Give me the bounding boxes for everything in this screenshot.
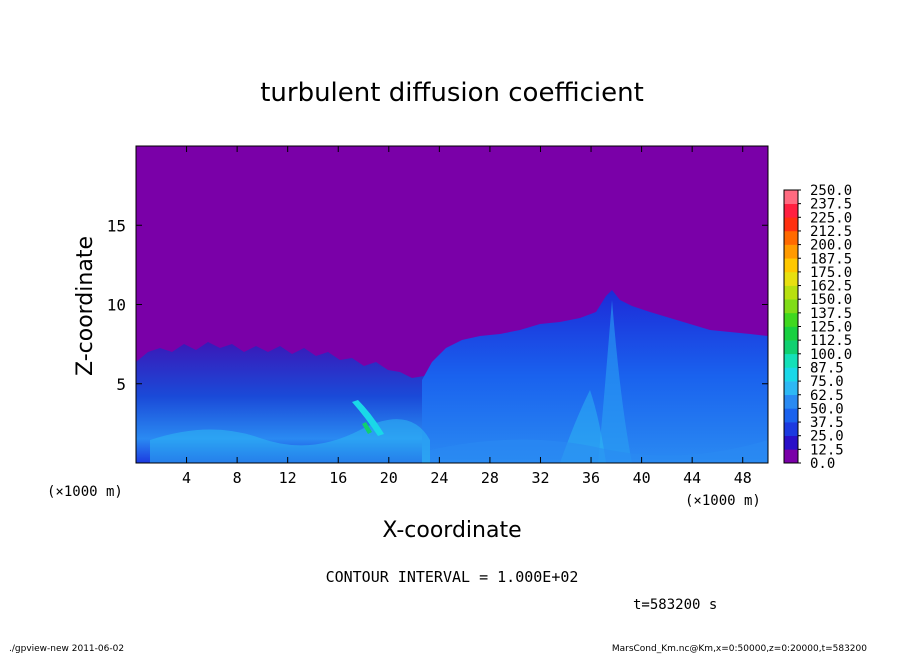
colorbar-label: 225.0 [810, 210, 852, 226]
colorbar-label: 37.5 [810, 415, 844, 431]
colorbar-swatch [784, 312, 798, 327]
high-value-streak [352, 400, 384, 436]
colorbar-swatch [784, 299, 798, 314]
x-tick-label: 36 [582, 469, 600, 487]
time-label: t=583200 s [633, 597, 717, 613]
x-tick-label: 20 [380, 469, 398, 487]
y-axis-label: Z-coordinate [73, 236, 98, 376]
colorbar-swatch [784, 449, 798, 464]
colorbar-swatch [784, 230, 798, 245]
colorbar-swatch [784, 408, 798, 423]
chart-title: turbulent diffusion coefficient [260, 78, 644, 108]
colorbar-swatch [784, 353, 798, 368]
x-tick-label: 48 [734, 469, 752, 487]
colorbar-swatch [784, 381, 798, 396]
colorbar-label: 187.5 [810, 251, 852, 267]
colorbar: 0.012.525.037.550.062.575.087.5100.0112.… [783, 183, 852, 472]
surface-band-right [430, 439, 768, 463]
colorbar-swatch [784, 244, 798, 259]
colorbar-swatch [784, 340, 798, 355]
x-tick-label: 40 [633, 469, 651, 487]
colorbar-label: 162.5 [810, 279, 852, 295]
y-ticks: 5 10 15 [107, 216, 768, 394]
x-tick-label: 16 [329, 469, 347, 487]
footer-right: MarsCond_Km.nc@Km,x=0:50000,z=0:20000,t=… [612, 644, 867, 654]
colorbar-label: 12.5 [810, 442, 844, 458]
y-unit-label: (×1000 m) [47, 484, 123, 500]
colorbar-swatch [784, 217, 798, 232]
colorbar-label: 100.0 [810, 347, 852, 363]
turbulent-field [136, 290, 768, 463]
colorbar-label: 112.5 [810, 333, 852, 349]
footer-left: ./gpview-new 2011-06-02 [9, 644, 124, 654]
x-tick-label: 4 [182, 469, 191, 487]
contour-interval: CONTOUR INTERVAL = 1.000E+02 [326, 568, 579, 586]
colorbar-label: 200.0 [810, 238, 852, 254]
plume-core [598, 300, 632, 463]
y-tick-label: 10 [107, 296, 126, 315]
colorbar-label: 237.5 [810, 197, 852, 213]
colorbar-label: 0.0 [810, 456, 835, 472]
x-tick-label: 44 [683, 469, 701, 487]
surface-band-left [150, 419, 430, 463]
colorbar-swatch [784, 367, 798, 382]
colorbar-swatch [784, 258, 798, 273]
colorbar-label: 175.0 [810, 265, 852, 281]
colorbar-label: 25.0 [810, 429, 844, 445]
y-tick-label: 5 [116, 375, 126, 394]
colorbar-swatch [784, 326, 798, 341]
colorbar-label: 250.0 [810, 183, 852, 199]
x-tick-label: 12 [279, 469, 297, 487]
colorbar-swatch [784, 435, 798, 450]
x-axis-label: X-coordinate [382, 518, 521, 543]
colorbar-swatch [784, 190, 798, 204]
colorbar-swatch [784, 394, 798, 409]
x-unit-label: (×1000 m) [685, 493, 761, 509]
colorbar-swatch [784, 422, 798, 436]
colorbar-label: 212.5 [810, 224, 852, 240]
x-tick-label: 24 [430, 469, 448, 487]
colorbar-swatch [784, 203, 798, 218]
colorbar-label: 150.0 [810, 292, 852, 308]
convective-plume [422, 290, 768, 463]
y-tick-label: 15 [107, 216, 126, 235]
colorbar-swatch [784, 271, 798, 286]
x-tick-label: 32 [531, 469, 549, 487]
colorbar-label: 137.5 [810, 306, 852, 322]
colorbar-label: 75.0 [810, 374, 844, 390]
peak-spot [362, 422, 372, 434]
x-tick-label: 8 [233, 469, 242, 487]
x-ticks: 4 8 12 16 20 24 28 32 36 40 44 48 [182, 146, 752, 487]
colorbar-label: 62.5 [810, 388, 844, 404]
colorbar-label: 125.0 [810, 320, 852, 336]
x-tick-label: 28 [481, 469, 499, 487]
colorbar-swatch [784, 285, 798, 300]
colorbar-label: 50.0 [810, 401, 844, 417]
colorbar-label: 87.5 [810, 360, 844, 376]
